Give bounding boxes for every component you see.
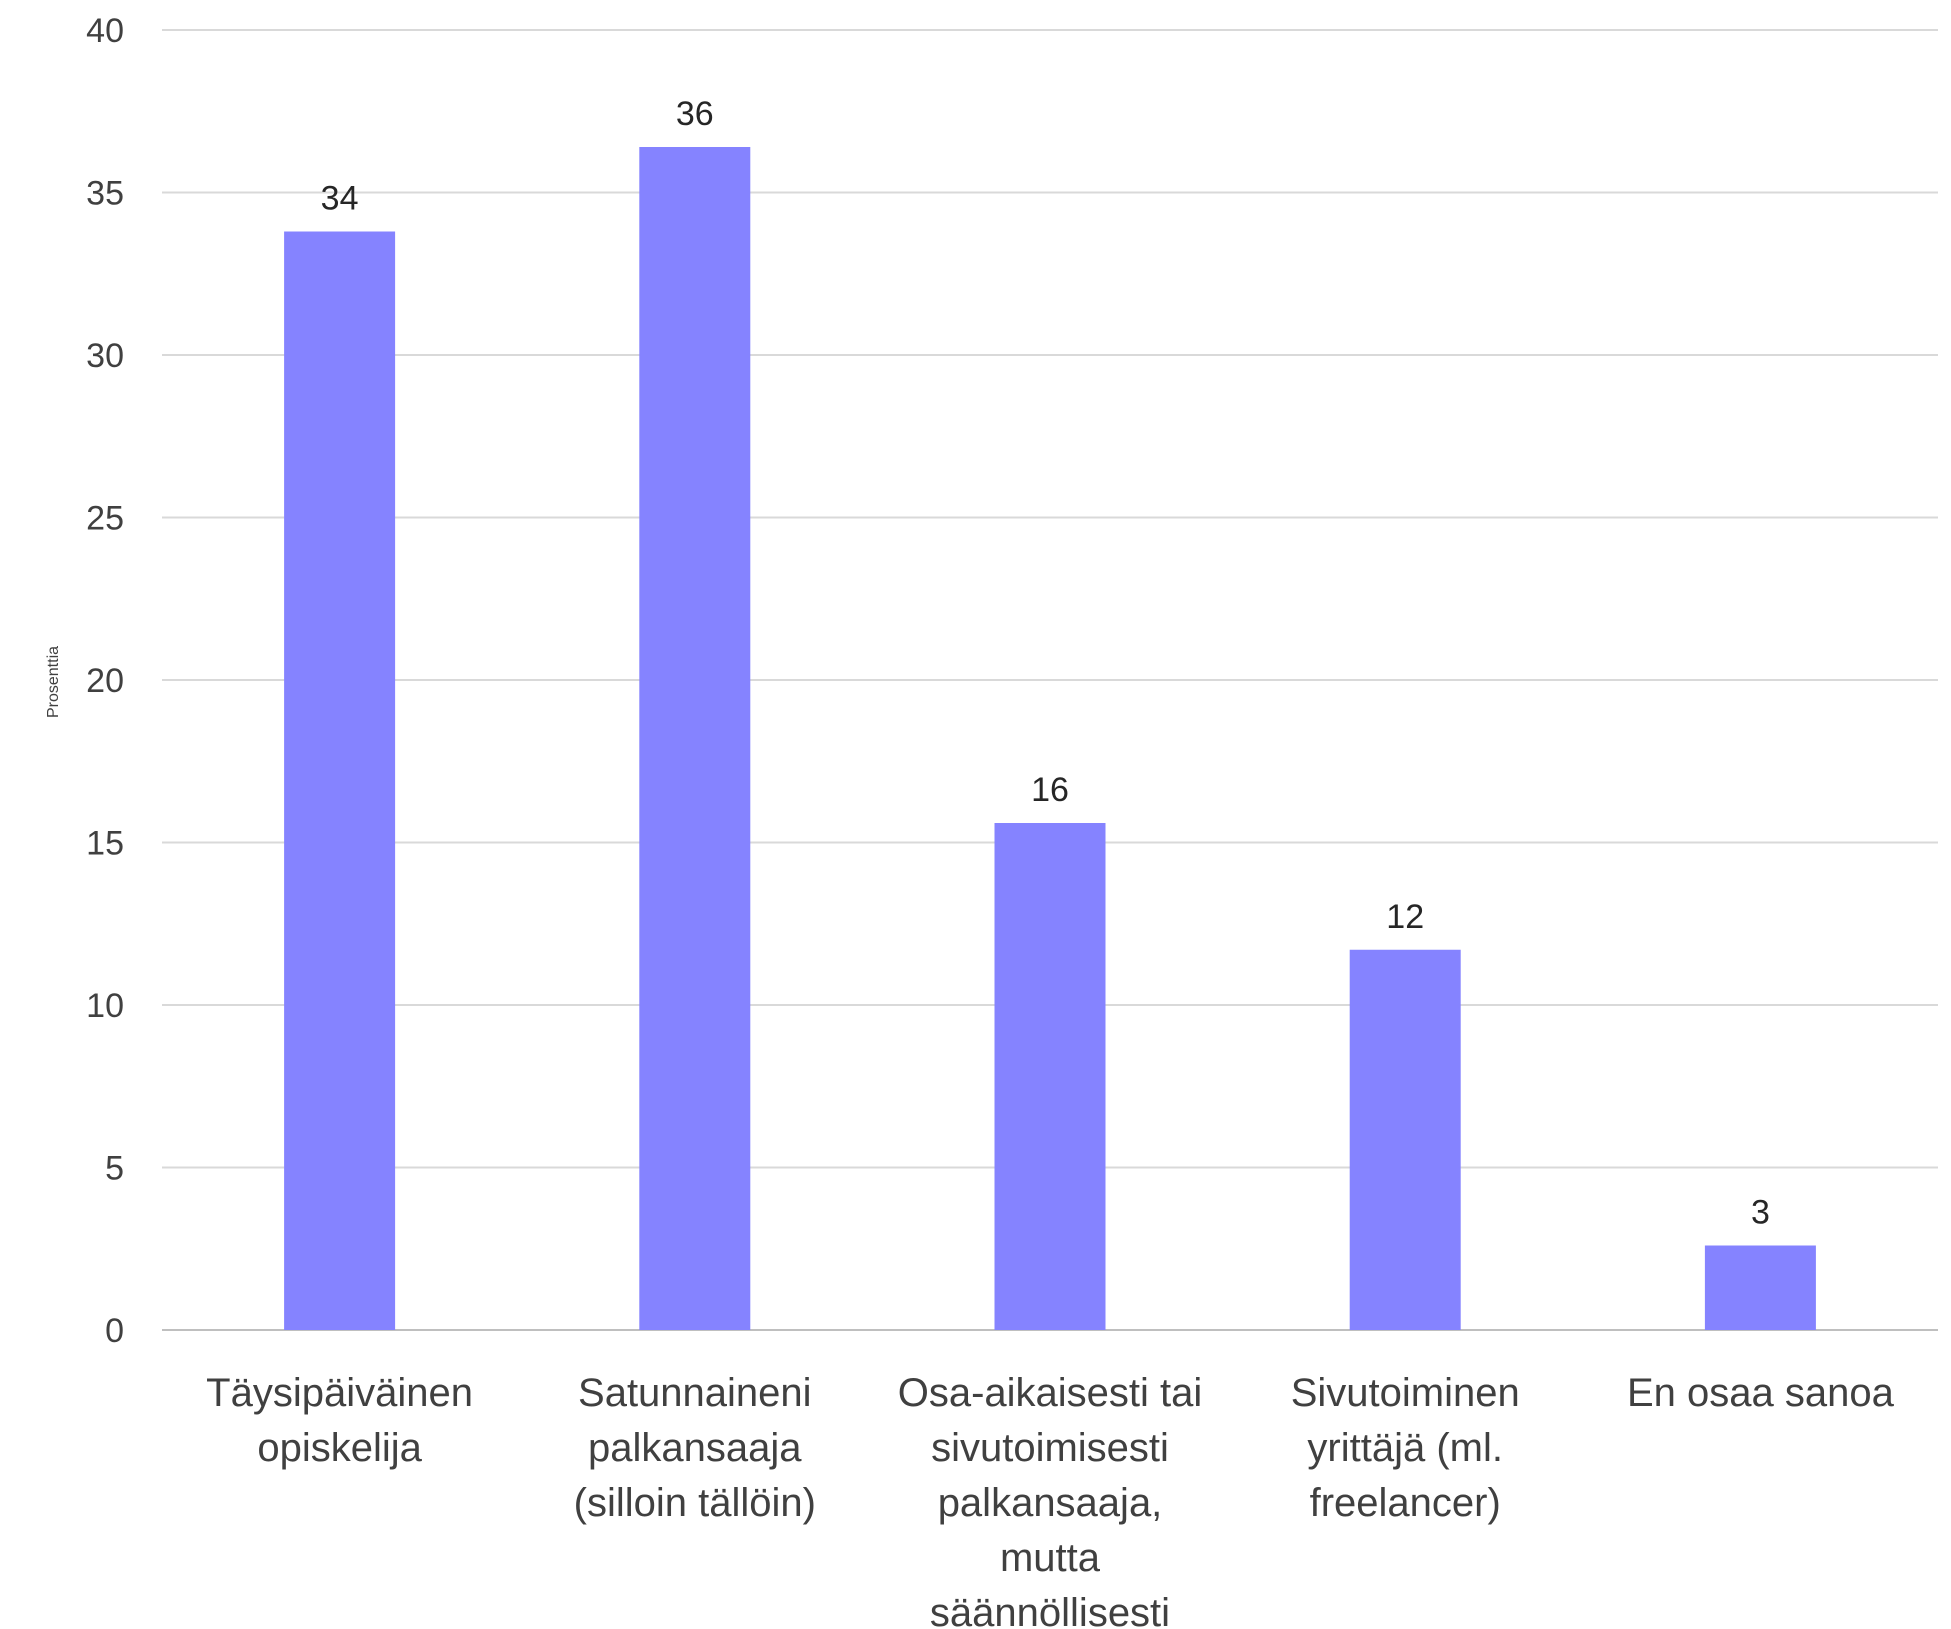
x-category-label-line: opiskelija <box>257 1426 422 1470</box>
data-label: 3 <box>1751 1194 1770 1232</box>
y-tick-label: 20 <box>86 662 124 700</box>
x-category-label: Satunnaineni palkansaaja (silloin tällöin) <box>574 1371 816 1525</box>
bar <box>639 147 751 1330</box>
y-tick-label: 0 <box>105 1312 124 1350</box>
bar <box>1704 1245 1816 1330</box>
x-category-label-line: säännöllisesti <box>930 1591 1170 1629</box>
y-tick-label: 5 <box>105 1150 124 1188</box>
x-category-label-line: Osa-aikaisesti tai <box>898 1371 1203 1415</box>
data-label: 34 <box>321 180 359 218</box>
y-tick-label: 40 <box>86 12 124 50</box>
x-category-label-line: sivutoimisesti <box>931 1426 1169 1470</box>
y-tick-label: 35 <box>86 175 124 213</box>
y-axis-title: Prosenttia <box>45 646 62 718</box>
data-label: 12 <box>1386 898 1424 936</box>
x-category-label-line: En osaa sanoa <box>1627 1371 1895 1415</box>
x-category-label-line: palkansaaja, <box>938 1481 1163 1525</box>
bar <box>994 823 1106 1330</box>
x-category-label: Osa-aikaisesti tai sivutoimisesti palkansa… <box>898 1371 1203 1629</box>
bar <box>284 231 396 1330</box>
x-category-label-line: freelancer) <box>1310 1481 1501 1525</box>
bar <box>1349 949 1461 1330</box>
x-category-label-line: mutta <box>1000 1536 1101 1580</box>
x-category-label: En osaa sanoa <box>1627 1371 1895 1415</box>
data-label: 16 <box>1031 771 1069 809</box>
x-category-label: Täysipäiväinen opiskelija <box>206 1371 473 1470</box>
x-category-label-line: Sivutoiminen <box>1291 1371 1520 1415</box>
data-label: 36 <box>676 95 714 133</box>
y-tick-label: 10 <box>86 987 124 1025</box>
x-category-label-line: (silloin tällöin) <box>574 1481 816 1525</box>
y-tick-label: 30 <box>86 337 124 375</box>
y-tick-label: 15 <box>86 825 124 863</box>
y-tick-label: 25 <box>86 500 124 538</box>
x-category-label-line: yrittäjä (ml. <box>1307 1426 1503 1470</box>
x-category-label-line: Satunnaineni <box>578 1371 812 1415</box>
x-category-label: Sivutoiminen yrittäjä (ml. freelancer) <box>1291 1371 1520 1525</box>
x-category-label-line: palkansaaja <box>588 1426 802 1470</box>
x-category-label-line: Täysipäiväinen <box>206 1371 473 1415</box>
